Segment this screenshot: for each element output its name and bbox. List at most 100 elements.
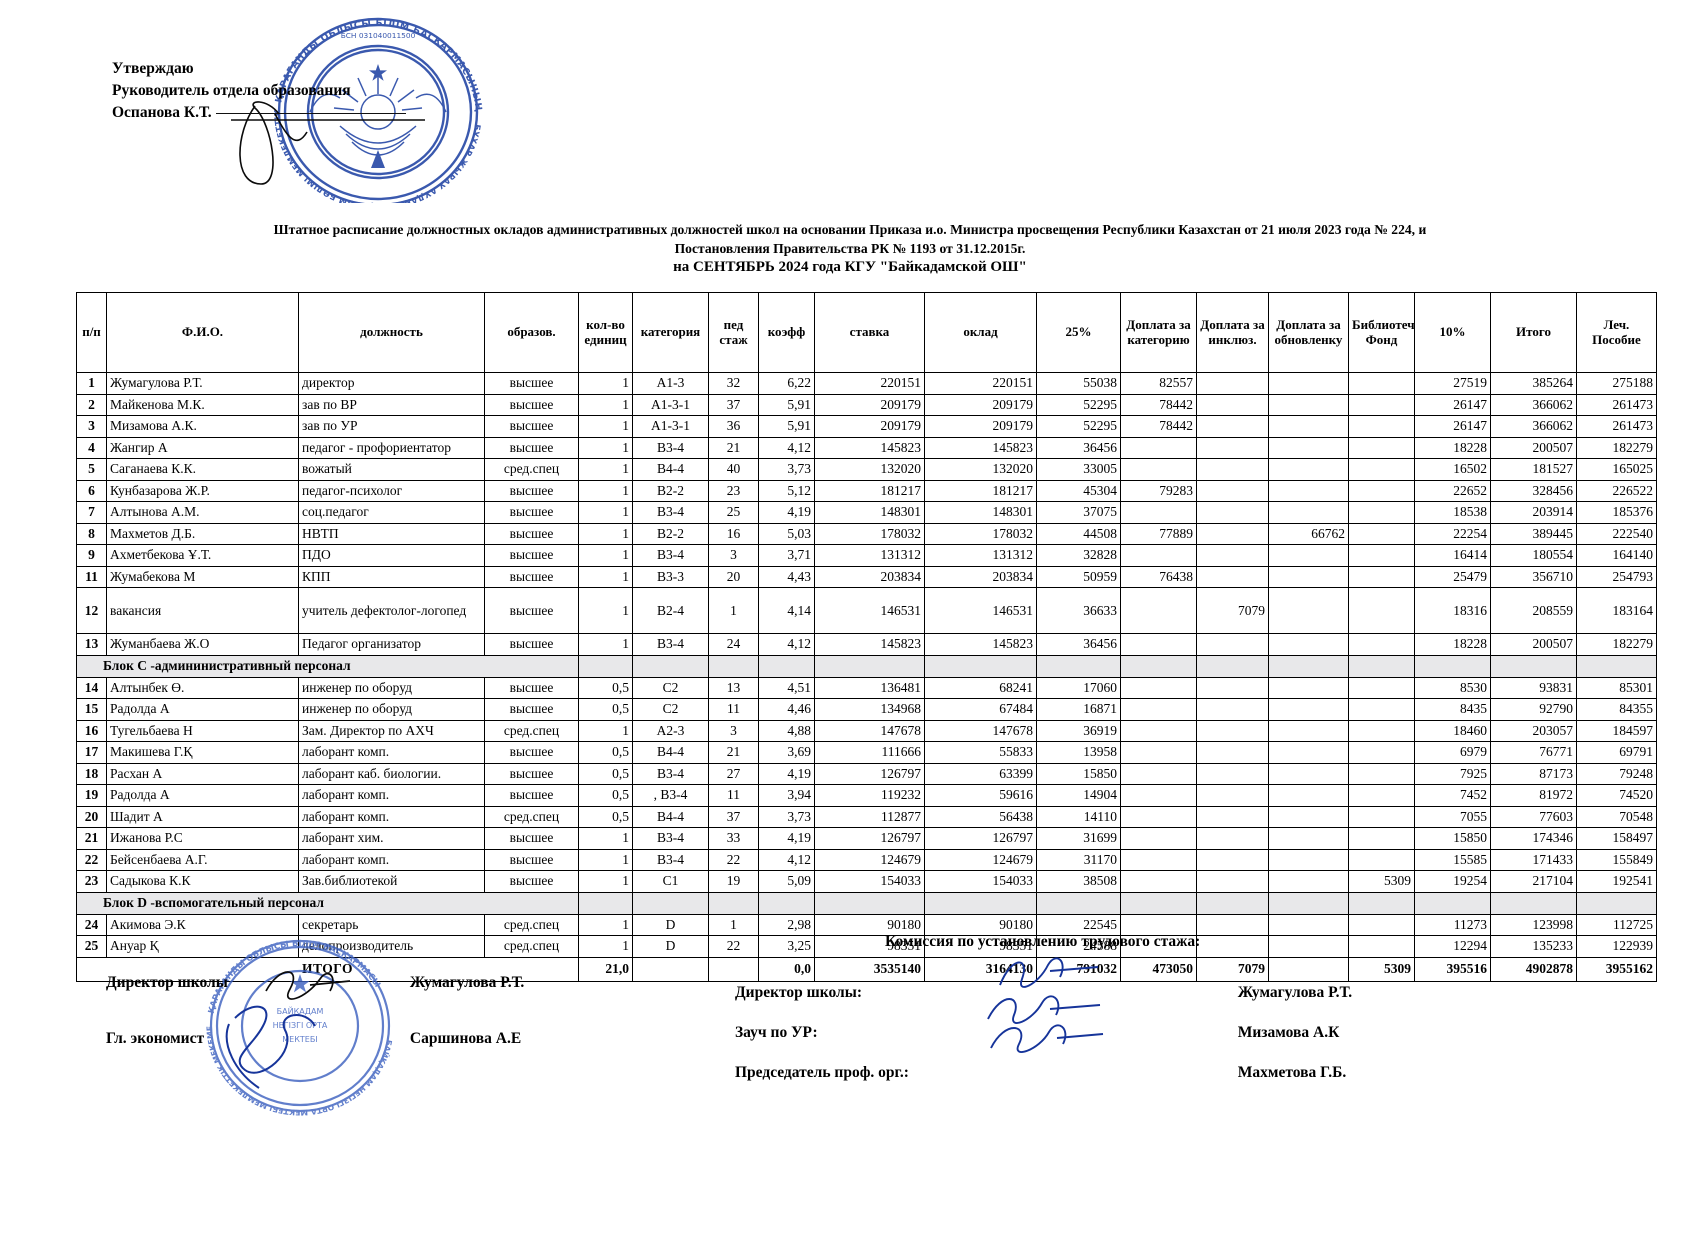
row-fio: Саганаева К.К. — [106, 458, 299, 481]
row-experience: 22 — [708, 848, 759, 871]
row-fio: Садыкова К.К — [106, 870, 299, 893]
row-coefficient: 3,94 — [758, 784, 815, 807]
row-position: Педагог организатор — [298, 633, 485, 656]
row-medical-allowance: 185376 — [1576, 501, 1657, 524]
row-total: 135233 — [1490, 935, 1577, 958]
section-blank-cell — [708, 891, 759, 915]
row-percent-10: 8435 — [1414, 698, 1491, 721]
row-index: 9 — [76, 544, 107, 567]
row-experience: 32 — [708, 372, 759, 395]
row-total: 92790 — [1490, 698, 1577, 721]
row-position: инженер по оборуд — [298, 698, 485, 721]
row-salary: 98351 — [924, 935, 1037, 958]
row-education: высшее — [484, 372, 579, 395]
row-rate: 181217 — [814, 479, 925, 502]
row-percent-10: 7925 — [1414, 762, 1491, 785]
table-row: 11 Жумабекова М КПП высшее 1 В3-3 20 4,43 203834… — [76, 565, 1657, 588]
row-library-fund — [1348, 935, 1415, 958]
row-surcharge-update — [1268, 415, 1349, 438]
row-category: , В3-4 — [632, 784, 709, 807]
row-category: С2 — [632, 698, 709, 721]
row-coefficient: 4,12 — [758, 848, 815, 871]
row-library-fund — [1348, 848, 1415, 871]
row-library-fund — [1348, 415, 1415, 438]
row-units: 1 — [578, 848, 633, 871]
total-percent-10: 395516 — [1414, 956, 1491, 982]
row-experience: 1 — [708, 587, 759, 634]
row-percent-25: 36456 — [1036, 633, 1121, 656]
row-library-fund — [1348, 393, 1415, 416]
row-surcharge-update — [1268, 436, 1349, 459]
row-surcharge-category: 82557 — [1120, 372, 1197, 395]
row-total: 366062 — [1490, 393, 1577, 416]
row-units: 1 — [578, 544, 633, 567]
row-fio: Майкенова М.К. — [106, 393, 299, 416]
row-category: В4-4 — [632, 805, 709, 828]
row-education: высшее — [484, 827, 579, 850]
section-blank-cell — [758, 654, 815, 678]
row-coefficient: 4,46 — [758, 698, 815, 721]
row-fio: Макишева Г.Қ — [106, 741, 299, 764]
row-library-fund — [1348, 676, 1415, 699]
header-education: образов. — [484, 292, 579, 373]
row-library-fund — [1348, 372, 1415, 395]
row-surcharge-category: 77889 — [1120, 522, 1197, 545]
section-blank-cell — [814, 891, 925, 915]
row-index: 7 — [76, 501, 107, 524]
row-education: высшее — [484, 522, 579, 545]
row-index: 21 — [76, 827, 107, 850]
row-fio: Мизамова А.К. — [106, 415, 299, 438]
row-percent-25: 31170 — [1036, 848, 1121, 871]
row-units: 1 — [578, 479, 633, 502]
row-units: 1 — [578, 587, 633, 634]
row-salary: 209179 — [924, 393, 1037, 416]
section-blank-cell — [1490, 891, 1577, 915]
row-rate: 111666 — [814, 741, 925, 764]
row-units: 1 — [578, 827, 633, 850]
row-experience: 24 — [708, 633, 759, 656]
row-percent-10: 7452 — [1414, 784, 1491, 807]
header-surcharge-update: Доплата за обновленку — [1268, 292, 1349, 373]
table-section-row: Блок D -вспомогательный персонал — [76, 891, 1657, 915]
row-medical-allowance: 182279 — [1576, 633, 1657, 656]
row-units: 1 — [578, 393, 633, 416]
table-header-row: п/п Ф.И.О. должность образов. кол-во еди… — [76, 292, 1657, 373]
row-education: высшее — [484, 741, 579, 764]
row-salary: 181217 — [924, 479, 1037, 502]
row-fio: Расхан А — [106, 762, 299, 785]
approval-line-1: Утверждаю — [112, 60, 194, 77]
row-rate: 126797 — [814, 827, 925, 850]
row-surcharge-category: 76438 — [1120, 565, 1197, 588]
row-surcharge-category — [1120, 827, 1197, 850]
section-label: Блок D -вспомогательный персонал — [76, 891, 579, 915]
row-experience: 22 — [708, 935, 759, 958]
row-rate: 126797 — [814, 762, 925, 785]
row-position: лаборант хим. — [298, 827, 485, 850]
total-surcharge-category: 473050 — [1120, 956, 1197, 982]
row-index: 22 — [76, 848, 107, 871]
row-coefficient: 3,73 — [758, 805, 815, 828]
row-experience: 33 — [708, 827, 759, 850]
row-position: учитель дефектолог-логопед — [298, 587, 485, 634]
footer-left-column: Директор школы Жумагулова Р.Т. Гл. эконо… — [106, 955, 524, 1067]
row-medical-allowance: 84355 — [1576, 698, 1657, 721]
row-surcharge-update — [1268, 587, 1349, 634]
row-coefficient: 4,19 — [758, 762, 815, 785]
row-library-fund — [1348, 633, 1415, 656]
row-units: 0,5 — [578, 762, 633, 785]
section-label: Блок С -админинистративный персонал — [76, 654, 579, 678]
row-total: 217104 — [1490, 870, 1577, 893]
row-fio: Ахметбекова Ұ.Т. — [106, 544, 299, 567]
row-total: 76771 — [1490, 741, 1577, 764]
row-category: В2-2 — [632, 479, 709, 502]
row-salary: 59616 — [924, 784, 1037, 807]
row-units: 1 — [578, 522, 633, 545]
table-row: 22 Бейсенбаева А.Г. лаборант комп. высшее 1 В… — [76, 848, 1657, 871]
section-blank-cell — [1196, 891, 1269, 915]
row-index: 16 — [76, 719, 107, 742]
row-coefficient: 5,09 — [758, 870, 815, 893]
row-fio: Ижанова Р.С — [106, 827, 299, 850]
